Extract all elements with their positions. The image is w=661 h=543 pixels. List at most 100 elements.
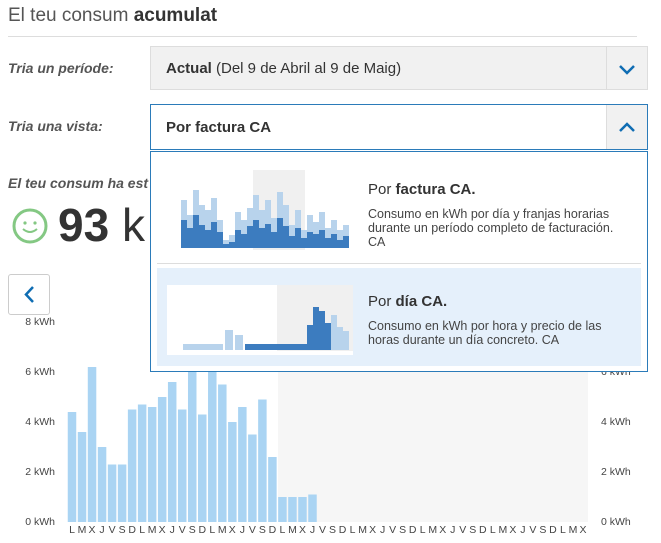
x-tick-label: D (198, 524, 206, 536)
x-tick-label: S (189, 524, 196, 536)
chevron-down (619, 65, 635, 75)
bar (248, 434, 257, 522)
x-tick-label: X (89, 524, 96, 536)
x-tick-label: S (329, 524, 336, 536)
x-tick-label: L (420, 524, 426, 536)
bar (87, 367, 97, 522)
summary-label: El teu consum ha est (8, 175, 149, 191)
bar (278, 497, 287, 522)
y2-tick-label: 2 kWh (601, 466, 631, 478)
view-selected: Por factura CA (166, 119, 272, 136)
bar (258, 399, 267, 522)
summary-number: 93 (58, 199, 110, 251)
bar (147, 407, 157, 522)
x-tick-label: M (218, 524, 227, 536)
x-tick-label: L (279, 524, 285, 536)
x-tick-label: S (259, 524, 266, 536)
x-tick-label: S (399, 524, 406, 536)
x-tick-label: S (119, 524, 126, 536)
bar (208, 372, 217, 522)
y2-tick-label: 0 kWh (601, 516, 631, 528)
x-tick-label: D (128, 524, 136, 536)
period-selected: Actual (166, 60, 212, 77)
option-divider (157, 263, 641, 264)
header-title: El teu consum (8, 5, 129, 26)
x-tick-label: S (469, 524, 476, 536)
bar (97, 447, 107, 522)
x-tick-label: J (310, 524, 315, 536)
bar (117, 464, 127, 522)
x-tick-label: M (288, 524, 297, 536)
bar (107, 464, 117, 522)
y-tick-label: 6 kWh (25, 366, 55, 378)
x-tick-label: X (299, 524, 306, 536)
option-description: Consumo en kWh por hora y precio de las … (368, 319, 602, 347)
back-button[interactable] (8, 274, 50, 315)
thumbnail-factura (167, 170, 355, 256)
x-tick-label: X (159, 524, 166, 536)
bar (298, 497, 307, 522)
view-select[interactable]: Por factura CA (150, 104, 648, 150)
view-toggle[interactable] (606, 105, 647, 149)
x-tick-label: V (179, 524, 186, 536)
x-tick-label: L (560, 524, 566, 536)
x-tick-label: D (339, 524, 347, 536)
chevron-up (619, 122, 635, 132)
x-tick-label: M (78, 524, 87, 536)
x-tick-label: V (459, 524, 466, 536)
x-tick-label: X (509, 524, 516, 536)
header-title-bold: acumulat (133, 5, 218, 26)
x-tick-label: J (520, 524, 525, 536)
option-prefix: Por (368, 181, 392, 198)
summary-unit: k (121, 199, 145, 251)
period-toggle[interactable] (606, 47, 647, 89)
x-tick-label: V (529, 524, 536, 536)
bar (67, 412, 77, 522)
y-tick-label: 4 kWh (25, 416, 55, 428)
bar (127, 409, 137, 522)
chevron-left (24, 286, 34, 303)
x-tick-label: J (240, 524, 245, 536)
option-description: Consumo en kWh por día y franjas horaria… (368, 207, 614, 249)
x-tick-label: J (450, 524, 455, 536)
x-tick-label: L (139, 524, 145, 536)
summary-value: 93 k (58, 198, 145, 252)
x-tick-label: J (99, 524, 104, 536)
y2-tick-label: 4 kWh (601, 416, 631, 428)
x-tick-label: M (428, 524, 437, 536)
x-tick-label: M (148, 524, 157, 536)
bar (238, 407, 247, 522)
option-title[interactable]: Por factura CA. (368, 181, 476, 198)
bar (198, 414, 207, 522)
x-tick-label: X (439, 524, 446, 536)
x-tick-label: X (229, 524, 236, 536)
bar (228, 422, 237, 522)
x-tick-label: L (209, 524, 215, 536)
option-prefix: Por (368, 293, 392, 310)
x-tick-label: J (170, 524, 175, 536)
bar (218, 384, 227, 522)
y-tick-label: 8 kWh (25, 316, 55, 328)
period-select[interactable]: Actual (Del 9 de Abril al 9 de Maig) (150, 46, 648, 90)
x-tick-label: D (409, 524, 417, 536)
x-tick-label: D (479, 524, 487, 536)
option-title[interactable]: Por día CA. (368, 293, 447, 310)
thumbnail-dia (167, 285, 353, 355)
bar (77, 432, 87, 522)
y-tick-label: 0 kWh (25, 516, 55, 528)
bar (268, 457, 277, 522)
x-tick-label: V (389, 524, 396, 536)
x-tick-label: X (369, 524, 376, 536)
bar (288, 497, 297, 522)
option-bold: día CA. (395, 293, 448, 310)
header: El teu consum acumulat (8, 5, 217, 27)
period-label: Tria un període: (8, 60, 114, 76)
y-tick-label: 2 kWh (25, 466, 55, 478)
x-tick-label: L (350, 524, 356, 536)
x-tick-label: V (109, 524, 116, 536)
x-tick-label: S (539, 524, 546, 536)
x-tick-label: X (580, 524, 587, 536)
bar (187, 372, 197, 522)
x-tick-label: V (249, 524, 256, 536)
